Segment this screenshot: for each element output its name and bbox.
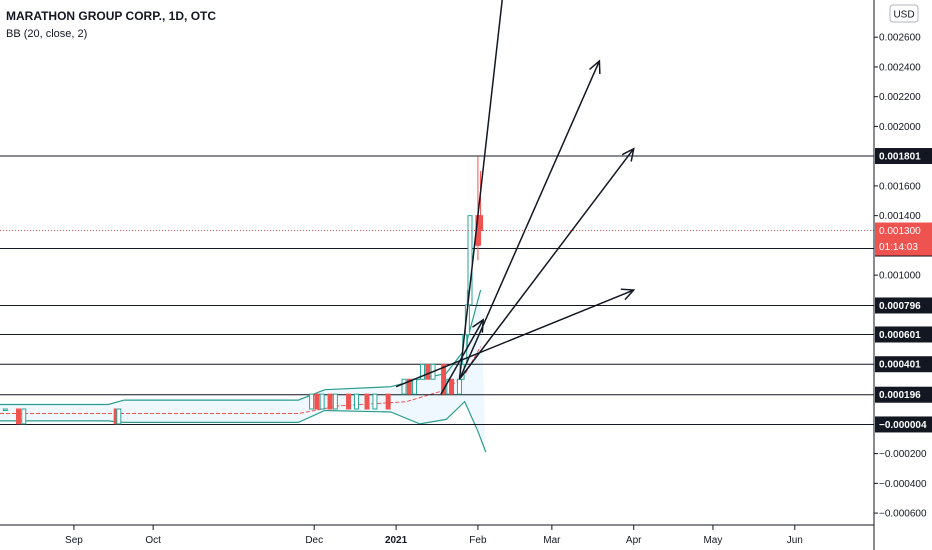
candle-body [456,378,462,395]
y-tick-label: 0.001000 [879,271,921,282]
x-tick-label: Feb [469,535,487,546]
level-label: 0.001801 [879,152,921,163]
chart-title: MARATHON GROUP CORP., 1D, OTC [6,9,216,23]
candle-body [478,215,484,232]
candle-body [314,393,320,410]
y-tick-label: 0.002000 [879,122,921,133]
indicator-label: BB (20, close, 2) [6,28,87,40]
candle-body [15,408,21,425]
level-label-bg [875,356,932,373]
x-tick-label: Jun [787,535,803,546]
candle-body [406,378,412,395]
candle-body [419,363,425,380]
y-tick-label: 0.001400 [879,211,921,222]
trend-arrow-head [621,147,635,162]
level-label-bg [875,297,932,314]
candle-body [116,408,122,425]
band-fill [0,290,486,453]
level-label-bg [875,148,932,165]
x-tick-label: Dec [305,535,323,546]
level-label: 0.000796 [879,301,921,312]
trend-arrow [395,289,634,388]
trend-arrow-head [620,288,636,301]
x-tick-label: Apr [626,535,642,546]
level-label-bg [875,386,932,403]
y-tick-label: 0.001600 [879,181,921,192]
level-labels: 0.0018010.0011790.0007960.0006010.000401… [875,148,932,433]
candle-body [401,378,407,395]
candle-body [385,393,391,410]
candle-body [372,393,378,410]
level-label-bg [875,416,932,433]
y-tick-label: −0.000400 [879,479,927,490]
x-tick-label: 2021 [385,535,408,546]
level-label: 0.000601 [879,330,921,341]
candle-body [449,378,455,395]
candle-body [346,393,352,410]
candle-body [353,393,359,410]
level-label: 0.000401 [879,360,921,371]
trend-arrows [395,0,636,395]
y-tick-label: −0.000200 [879,449,927,460]
currency-label: USD [893,10,914,21]
level-label-bg [875,326,932,343]
x-tick-label: Sep [65,535,83,546]
y-tick-label: 0.002200 [879,92,921,103]
level-label: −0.000004 [879,420,927,431]
level-label: 0.000196 [879,390,921,401]
current-price-bg [875,222,932,256]
x-tick-label: May [703,535,722,546]
plot-background [0,0,874,550]
countdown-label: 01:14:03 [879,242,918,253]
y-tick-label: 0.002400 [879,62,921,73]
candle-body [467,215,473,306]
candle-body [332,393,338,410]
y-axis-ticks[interactable]: 0.002600 0.002400 0.002200 0.002000 0.001600… [874,33,927,520]
upper-band [0,289,482,406]
horizontal-levels [0,155,874,425]
lower-band [0,400,487,453]
candle-body [441,363,447,395]
candle-body [425,363,431,380]
candle-body [319,393,325,410]
x-tick-label: Oct [145,535,161,546]
trend-arrow [440,319,484,395]
candle-body [21,408,27,425]
candle-body [412,378,418,395]
trend-arrow-head [472,318,485,333]
current-price-label: 0.001300 [879,226,921,237]
x-axis-ticks[interactable]: Sep Oct Dec 2021 Feb Mar Apr May Jun [65,525,803,546]
candle-body [364,393,370,410]
candle-body [309,393,315,410]
trend-arrow-head [589,59,601,74]
trend-arrow [458,148,635,380]
currency-badge[interactable] [889,4,919,23]
candle-body [327,393,333,410]
y-tick-label: −0.000600 [879,509,927,520]
candle-body [2,408,8,411]
trend-arrow [458,0,503,380]
x-tick-label: Mar [543,535,561,546]
y-tick-label: 0.002600 [879,33,921,44]
